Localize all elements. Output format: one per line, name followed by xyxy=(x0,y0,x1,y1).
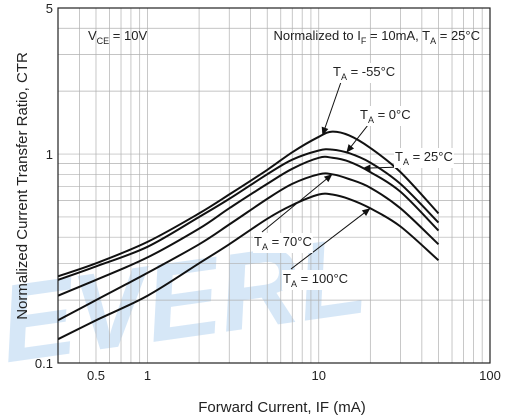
annotation-arrow-head xyxy=(321,126,329,136)
y-tick-label: 0.1 xyxy=(35,356,53,371)
series-label-bg xyxy=(332,63,397,83)
annotation-arrow-head xyxy=(362,164,371,172)
annotation-arrow-head xyxy=(323,174,333,183)
series-label: TA = 70°C xyxy=(254,234,312,252)
normalization-condition-label: Normalized to IF = 10mA, TA = 25°C xyxy=(273,28,480,46)
series-line-3 xyxy=(57,172,440,322)
series-label: TA = 100°C xyxy=(283,271,348,289)
series-line-1 xyxy=(57,148,440,281)
series-label: TA = -55°C xyxy=(333,64,395,82)
y-tick-label: 5 xyxy=(46,1,53,16)
x-axis-label: Forward Current, IF (mA) xyxy=(198,399,366,416)
x-tick-label: 10 xyxy=(312,368,326,383)
annotation-arrow-line xyxy=(290,207,371,270)
series-labels: TA = -55°C TA = 0°C TA = 25°C TA = 70°C TA =… xyxy=(253,63,454,290)
plot-frame xyxy=(57,7,491,364)
y-tick-label: 1 xyxy=(46,147,53,162)
y-axis-label: Normalized Current Transfer Ratio, CTR xyxy=(14,52,31,320)
series-label-bg xyxy=(253,233,313,253)
vce-condition-label: VCE = 10V xyxy=(88,28,147,46)
x-tick-labels: 0.5 1 10 100 xyxy=(87,368,501,383)
series-label: TA = 25°C xyxy=(395,149,453,167)
annotation-arrow-head xyxy=(346,144,355,153)
annotation-arrow-line xyxy=(321,81,342,136)
series-line-2 xyxy=(57,155,440,297)
series-label-bg xyxy=(394,148,454,168)
annotation-arrow-line xyxy=(261,173,333,233)
y-tick-labels: 0.1 1 5 xyxy=(35,1,53,371)
x-tick-label: 100 xyxy=(479,368,501,383)
x-tick-label: 1 xyxy=(144,368,151,383)
series-label-bg xyxy=(282,270,350,290)
x-tick-label: 0.5 xyxy=(87,368,105,383)
series-label: TA = 0°C xyxy=(360,107,411,125)
annotation-arrow-head xyxy=(361,208,371,216)
series-line-0 xyxy=(57,130,440,278)
series-label-bg xyxy=(359,106,412,126)
